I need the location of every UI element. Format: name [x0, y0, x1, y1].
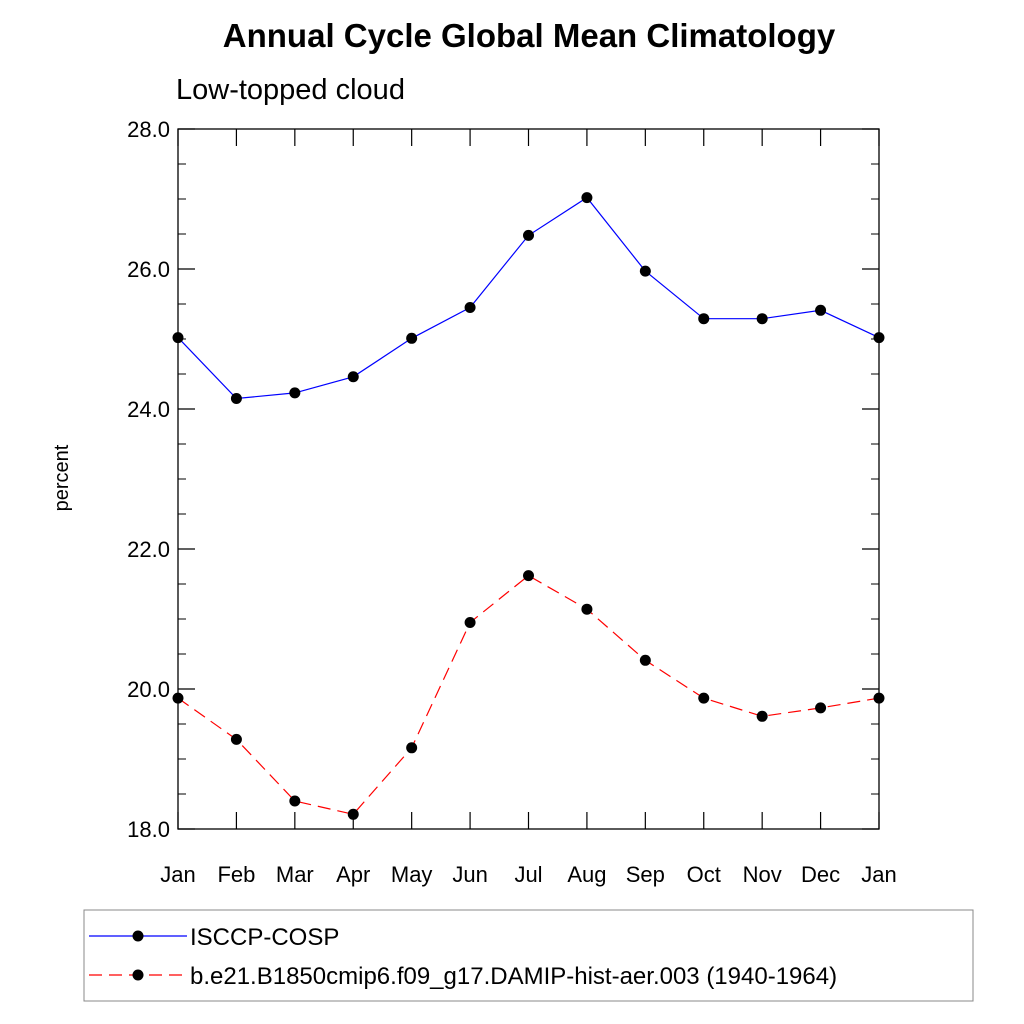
- y-axis: 18.0 20.0 22.0 24.0 26.0 28.0: [127, 117, 879, 842]
- series-1-point: [873, 332, 885, 344]
- chart-title: Annual Cycle Global Mean Climatology: [223, 17, 836, 54]
- series-1-point: [639, 265, 651, 277]
- chart-subtitle: Low-topped cloud: [176, 74, 405, 106]
- y-tick-label: 28.0: [127, 117, 170, 142]
- series-1-point: [347, 371, 359, 383]
- y-tick-label: 26.0: [127, 257, 170, 282]
- series-1-point: [406, 332, 418, 344]
- series-2-point: [347, 808, 359, 820]
- series-2-point: [406, 742, 418, 754]
- legend-marker-2: [132, 969, 144, 981]
- x-axis: Jan Feb Mar Apr May Jun Jul Aug Sep Oct Nov Dec Jan: [160, 129, 897, 887]
- series-line-1: [177, 196, 880, 400]
- x-tick-label: Aug: [567, 862, 606, 887]
- x-tick-label: Jan: [861, 862, 896, 887]
- x-tick-label: Mar: [276, 862, 314, 887]
- y-axis-label: percent: [51, 444, 73, 511]
- x-tick-label: May: [391, 862, 433, 887]
- series-2-point: [581, 603, 593, 615]
- series-1-point: [523, 229, 534, 241]
- series-2-point: [756, 710, 768, 722]
- series-2-point: [523, 570, 534, 582]
- series-1-point: [289, 387, 301, 399]
- x-tick-label: Nov: [743, 862, 782, 887]
- legend-marker-1: [132, 930, 144, 942]
- series-2-point: [698, 692, 710, 704]
- series-2-point: [639, 654, 651, 666]
- series-2-point: [464, 617, 476, 628]
- x-tick-label: Sep: [626, 862, 665, 887]
- x-tick-label: Jan: [160, 862, 195, 887]
- y-tick-label: 24.0: [127, 397, 170, 422]
- series-2-point: [815, 702, 827, 714]
- legend-label-2: b.e21.B1850cmip6.f09_g17.DAMIP-hist-aer.…: [190, 963, 837, 990]
- series-2-point: [289, 795, 301, 807]
- legend: ISCCP-COSP b.e21.B1850cmip6.f09_g17.DAMIP…: [89, 924, 837, 990]
- series-2-point: [230, 733, 242, 745]
- series-1-point: [230, 393, 242, 404]
- series-layer: [172, 192, 885, 820]
- series-1-point: [815, 304, 827, 316]
- series-line-2: [177, 574, 880, 815]
- y-tick-label: 22.0: [127, 537, 170, 562]
- x-tick-label: Apr: [336, 862, 370, 887]
- x-tick-label: Oct: [687, 862, 721, 887]
- series-1-point: [581, 192, 593, 204]
- series-1-point: [698, 313, 710, 325]
- y-tick-label: 18.0: [127, 817, 170, 842]
- legend-label-1: ISCCP-COSP: [190, 924, 339, 951]
- x-tick-label: Feb: [217, 862, 255, 887]
- series-2-point: [873, 692, 885, 704]
- series-2-point: [172, 692, 184, 704]
- series-1-point: [464, 302, 476, 313]
- x-tick-label: Jun: [452, 862, 487, 887]
- series-1-point: [172, 332, 184, 344]
- series-1-point: [756, 313, 768, 325]
- legend-box: [83, 909, 974, 1002]
- y-tick-label: 20.0: [127, 677, 170, 702]
- x-tick-label: Jul: [514, 862, 542, 887]
- x-tick-label: Dec: [801, 862, 840, 887]
